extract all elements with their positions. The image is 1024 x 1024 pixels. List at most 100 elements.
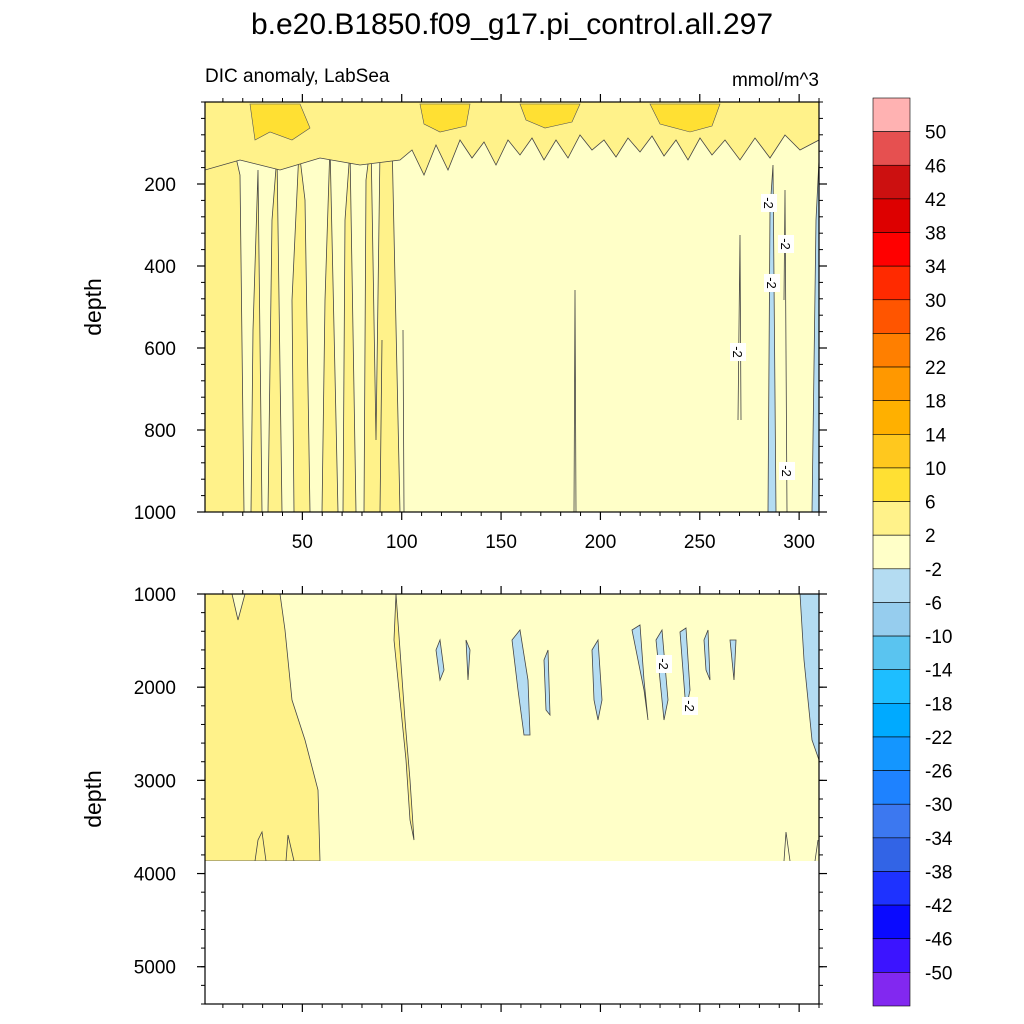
colorbar-label: -10 (925, 627, 952, 648)
colorbar-swatch (872, 433, 911, 469)
colorbar-label: 30 (925, 291, 946, 312)
contour-label-text: -2 (682, 700, 697, 712)
colorbar-swatch (872, 770, 911, 805)
y-tick-label: 800 (144, 421, 176, 442)
colorbar-swatch (872, 635, 911, 671)
colorbar-label: 14 (925, 425, 947, 446)
x-tick-label: 50 (292, 532, 313, 553)
colorbar-label: 26 (925, 324, 946, 345)
x-tick-label: 150 (485, 532, 517, 553)
lower-x-axis (222, 586, 820, 1012)
colorbar-swatch (872, 669, 911, 704)
colorbar-swatch (872, 568, 911, 603)
upper-x-axis: 50 100 150 200 250 300 (222, 94, 820, 553)
lower-panel: -2 -2 1000 2000 3000 4000 5000 depth (80, 585, 827, 1012)
contour-label-text: -2 (779, 465, 794, 477)
colorbar-label: 46 (925, 156, 946, 177)
colorbar-label: -2 (925, 560, 942, 581)
y-tick-label: 3000 (134, 771, 176, 792)
lower-contour-lines (254, 830, 819, 862)
colorbar-label: -34 (925, 829, 953, 850)
colorbar: 50 46 42 38 34 30 26 22 18 14 10 6 2 -2 -6 -10 -14 -18 -22… (872, 97, 953, 1007)
upper-panel: -2 -2 -2 -2 -2 50 100 150 200 250 300 200 400 6… (80, 94, 827, 553)
contour-label: -2 (778, 235, 794, 253)
colorbar-label: 38 (925, 224, 946, 245)
upper-contour-lines (379, 189, 788, 512)
contour-label: -2 (761, 194, 777, 212)
contour-label: -2 (764, 274, 780, 292)
colorbar-label: 50 (925, 123, 946, 144)
contour-label: -2 (656, 655, 672, 673)
lower-contours (205, 594, 819, 1004)
colorbar-label: 18 (925, 392, 946, 413)
colorbar-label: 10 (925, 459, 946, 480)
colorbar-swatch (872, 501, 911, 536)
upper-contours (205, 102, 819, 512)
colorbar-swatch (872, 602, 911, 637)
colorbar-label: -22 (925, 728, 952, 749)
contour-label-text: -2 (761, 197, 776, 209)
colorbar-swatch (872, 198, 911, 233)
contour-label: -2 (682, 697, 698, 715)
colorbar-swatch (872, 736, 911, 771)
contour-label-text: -2 (730, 346, 745, 358)
y-tick-label: 2000 (134, 678, 176, 699)
colorbar-swatch (872, 803, 911, 839)
lower-fill-positive-west (205, 594, 321, 862)
colorbar-label: 22 (925, 358, 946, 379)
colorbar-swatch (872, 265, 911, 301)
contour-label-text: -2 (656, 658, 671, 670)
lower-fill-positive-plume (393, 594, 415, 841)
lower-empty-below-seafloor (205, 861, 819, 1004)
colorbar-swatch (872, 131, 911, 166)
upper-y-label: depth (80, 278, 106, 336)
colorbar-swatch (872, 534, 911, 570)
contour-label: -2 (779, 462, 795, 480)
upper-plot-frame (204, 101, 820, 513)
colorbar-label: -18 (925, 694, 952, 715)
colorbar-swatch (872, 232, 911, 267)
y-tick-label: 600 (144, 339, 176, 360)
subtitle-units: mmol/m^3 (732, 70, 819, 91)
contour-label-text: -2 (778, 238, 793, 250)
upper-y-axis: 200 400 600 800 1000 (134, 101, 827, 524)
y-tick-label: 200 (144, 175, 176, 196)
colorbar-swatch (872, 467, 911, 502)
colorbar-label: 34 (925, 257, 947, 278)
colorbar-label: -46 (925, 930, 952, 951)
contour-label-text: -2 (764, 277, 779, 289)
colorbar-swatch (872, 400, 911, 435)
colorbar-label: -42 (925, 896, 952, 917)
upper-contour-labels: -2 -2 -2 -2 -2 (730, 194, 795, 480)
colorbar-swatch (872, 904, 911, 940)
lower-y-axis: 1000 2000 3000 4000 5000 (134, 585, 827, 1005)
x-tick-label: 100 (386, 532, 418, 553)
subtitle-left: DIC anomaly, LabSea (205, 66, 390, 87)
upper-fill-positive-west (205, 139, 401, 512)
colorbar-swatch (872, 837, 911, 872)
lower-y-label: depth (80, 770, 106, 828)
colorbar-label: -30 (925, 795, 952, 816)
colorbar-label: -14 (925, 661, 953, 682)
colorbar-label: 42 (925, 190, 946, 211)
colorbar-label: -6 (925, 593, 942, 614)
upper-surface-strong (249, 103, 721, 141)
contour-label: -2 (730, 343, 746, 361)
colorbar-label: -26 (925, 762, 952, 783)
colorbar-label: -50 (925, 963, 952, 984)
lower-fill-negative-patches (435, 594, 819, 761)
y-tick-label: 400 (144, 257, 176, 278)
y-tick-label: 1000 (134, 585, 176, 606)
colorbar-swatch (872, 164, 911, 200)
colorbar-label: 6 (925, 493, 936, 514)
x-tick-label: 250 (684, 532, 716, 553)
colorbar-swatch (872, 333, 911, 368)
colorbar-swatch (872, 871, 911, 906)
colorbar-swatch (872, 97, 911, 132)
x-tick-label: 200 (585, 532, 617, 553)
y-tick-label: 4000 (134, 865, 176, 886)
y-tick-label: 5000 (134, 958, 176, 979)
colorbar-swatch (872, 366, 911, 401)
colorbar-label: 2 (925, 526, 936, 547)
